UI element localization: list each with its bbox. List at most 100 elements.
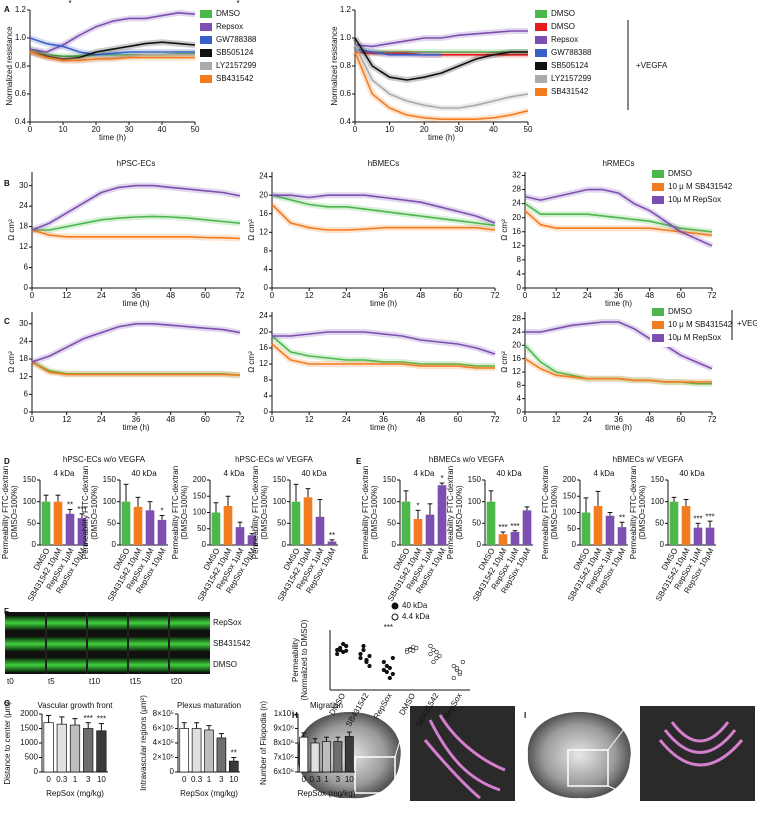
significance-mark: *** xyxy=(705,512,714,521)
y-tick-label: 150 xyxy=(23,475,37,484)
x-tick-label: 0 xyxy=(270,291,275,300)
y-tick-label: 8×10⁵ xyxy=(153,709,174,718)
legend-label: SB505124 xyxy=(551,61,589,70)
retina-images xyxy=(297,706,755,801)
legend-label: SB431542 xyxy=(551,87,589,96)
x-tick-label: 10 xyxy=(345,775,354,784)
legend-label: LY2157299 xyxy=(551,74,592,83)
y-tick-label: 6×10⁵ xyxy=(153,724,174,733)
series-line xyxy=(354,48,442,56)
data-point xyxy=(434,649,439,655)
bar xyxy=(425,514,435,545)
x-tick-label: 72 xyxy=(708,291,717,300)
y-tick-label: 12 xyxy=(19,242,28,251)
legend-swatch xyxy=(200,49,212,57)
y-tick-label: 0 xyxy=(170,767,175,776)
legend-label: DMSO xyxy=(668,307,692,316)
significance-mark: *** xyxy=(384,623,393,632)
significance-mark: ** xyxy=(329,531,335,540)
data-point xyxy=(358,655,363,661)
error-band xyxy=(31,320,241,365)
chart-subtitle: 4 kDa xyxy=(414,469,435,478)
x-tick-label: 24 xyxy=(97,291,106,300)
y-tick-label: 16 xyxy=(259,343,268,352)
x-axis-label: RepSox (mg/kg) xyxy=(298,789,356,798)
series-line xyxy=(272,194,496,224)
legend-label: 10μ M RepSox xyxy=(668,333,721,342)
x-tick-label: 20 xyxy=(420,125,429,134)
y-tick-label: 12 xyxy=(259,359,268,368)
y-tick-label: 150 xyxy=(468,475,482,484)
y-axis-label: (DMSO=100%) xyxy=(180,485,189,540)
y-tick-label: 12 xyxy=(512,367,521,376)
x-tick-label: 36 xyxy=(379,415,388,424)
legend-swatch xyxy=(535,23,547,31)
x-axis-label: time (h) xyxy=(370,299,397,308)
y-tick-label: 16 xyxy=(512,354,521,363)
y-tick-label: 0.4 xyxy=(15,117,27,126)
x-tick-label: 40 xyxy=(489,125,498,134)
x-tick-label: 0 xyxy=(30,415,35,424)
y-tick-label: 100 xyxy=(468,497,482,506)
bar xyxy=(510,532,520,545)
bar xyxy=(191,728,202,773)
bar xyxy=(605,515,615,545)
y-tick-label: 12 xyxy=(512,241,521,250)
y-tick-label: 100 xyxy=(563,508,577,517)
y-tick-label: 0 xyxy=(264,407,269,416)
bar xyxy=(145,510,155,545)
microscopy-strip xyxy=(5,612,210,674)
data-point xyxy=(361,643,366,649)
bar xyxy=(223,506,233,545)
chart-title: hRMECs xyxy=(602,159,634,168)
bar xyxy=(228,760,239,773)
x-tick-label: 60 xyxy=(676,291,685,300)
y-tick-label: 20 xyxy=(512,213,521,222)
legend-label: 10 μ M SB431542 xyxy=(668,320,733,329)
y-tick-label: 24 xyxy=(259,311,268,320)
bar xyxy=(617,527,627,545)
x-tick-label: 0 xyxy=(30,291,35,300)
y-axis-label: Permeability FITC-dextran xyxy=(81,466,90,559)
bar xyxy=(77,518,87,545)
y-tick-label: 0.8 xyxy=(15,61,27,70)
legend-swatch xyxy=(200,23,212,31)
y-tick-label: 20 xyxy=(259,327,268,336)
series-line xyxy=(354,48,528,53)
y-tick-label: 6 xyxy=(24,263,29,272)
y-axis-label: (DMSO=100%) xyxy=(260,485,269,540)
series-line xyxy=(271,335,495,367)
error-band xyxy=(30,182,241,233)
series-line xyxy=(29,12,196,53)
bar xyxy=(333,741,343,773)
data-point xyxy=(384,669,389,675)
y-tick-label: 100 xyxy=(193,508,207,517)
x-tick-label: 60 xyxy=(676,415,685,424)
y-axis-label: Permeability FITC-dextran xyxy=(361,466,370,559)
legend-swatch xyxy=(652,321,664,329)
legend-bg xyxy=(650,168,754,209)
y-axis-label: Ω cm² xyxy=(7,351,16,373)
y-tick-label: 4 xyxy=(517,394,522,403)
chart-title: Migration xyxy=(310,701,343,710)
series-line xyxy=(354,51,529,120)
x-tick-label: 0 xyxy=(28,125,33,134)
y-axis-label: Intravascular regions (μm²) xyxy=(139,695,148,791)
significance-mark: *** xyxy=(77,505,86,514)
y-tick-label: 4 xyxy=(264,265,269,274)
y-tick-label: 8x10⁶ xyxy=(273,738,294,747)
y-tick-label: 0 xyxy=(572,540,577,549)
x-axis-label: RepSox (mg/kg) xyxy=(46,789,104,798)
legend-bg xyxy=(650,306,754,347)
y-tick-label: 16 xyxy=(512,227,521,236)
y-tick-label: 1000 xyxy=(20,738,38,747)
y-tick-label: 20 xyxy=(259,190,268,199)
bar xyxy=(413,519,423,545)
y-tick-label: 200 xyxy=(563,475,577,484)
data-point xyxy=(405,649,410,655)
x-tick-label: 50 xyxy=(524,125,533,134)
y-tick-label: 500 xyxy=(25,753,39,762)
x-tick-label: 24 xyxy=(583,291,592,300)
legend-label: DMSO xyxy=(216,9,240,18)
annotation: +VEGFA xyxy=(737,319,757,328)
